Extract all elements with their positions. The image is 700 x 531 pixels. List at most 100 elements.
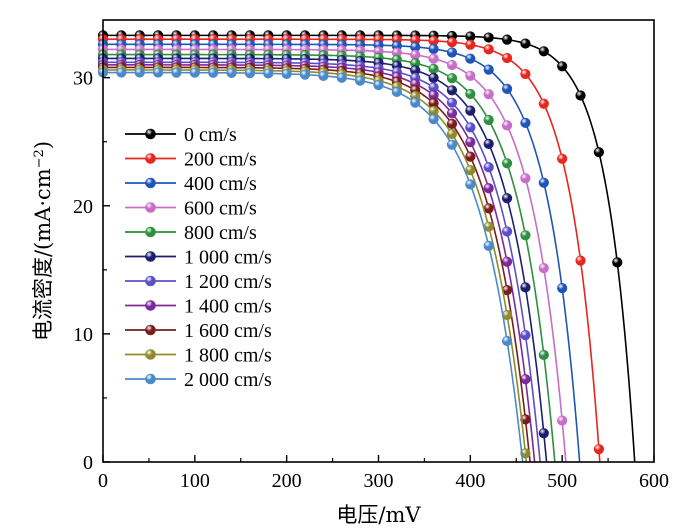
data-point-2-000-cm-s-1 <box>116 67 127 78</box>
data-point-1-000-cm-s-24 <box>538 428 549 439</box>
x-tick-label: 100 <box>180 470 210 492</box>
data-point-1-400-cm-s-22 <box>501 256 513 267</box>
data-point-400-cm-s-23 <box>520 117 531 128</box>
legend-label-1-000-cm-s: 1 000 cm/s <box>184 247 272 269</box>
data-point-1-600-cm-s-20 <box>465 151 476 162</box>
data-point-800-cm-s-21 <box>483 114 494 126</box>
data-point-2-000-cm-s-10 <box>281 68 292 80</box>
data-point-2-000-cm-s-19 <box>446 139 458 150</box>
legend-marker-0-cm-s <box>145 128 156 140</box>
data-point-2-000-cm-s-9 <box>263 68 274 79</box>
data-point-1-400-cm-s-23 <box>520 374 531 385</box>
data-point-1-200-cm-s-23 <box>520 329 531 341</box>
series-line-1-000-cm-s <box>103 57 548 463</box>
data-point-2-000-cm-s-12 <box>318 70 329 81</box>
data-point-400-cm-s-20 <box>465 53 476 64</box>
x-tick-label: 0 <box>98 470 108 492</box>
data-point-2-000-cm-s-16 <box>391 86 402 98</box>
legend-marker-1-200-cm-s <box>145 275 156 287</box>
data-point-200-cm-s-27 <box>593 444 605 455</box>
data-point-2-000-cm-s-2 <box>134 67 145 78</box>
data-point-400-cm-s-19 <box>446 47 458 58</box>
data-point-2-000-cm-s-4 <box>171 67 182 78</box>
data-point-1-000-cm-s-23 <box>520 282 531 293</box>
x-axis-title: 电压/mV <box>336 503 421 527</box>
data-point-2-000-cm-s-21 <box>483 240 494 251</box>
data-point-2-000-cm-s-3 <box>153 67 164 78</box>
x-tick-label: 200 <box>272 470 302 492</box>
data-point-2-000-cm-s-22 <box>501 335 513 347</box>
x-tick-label: 300 <box>364 470 394 492</box>
legend-label-2-000-cm-s: 2 000 cm/s <box>184 369 272 391</box>
data-point-0-cm-s-23 <box>520 38 531 49</box>
data-point-800-cm-s-20 <box>465 88 476 100</box>
series-line-1-200-cm-s <box>103 61 541 463</box>
legend-label-600-cm-s: 600 cm/s <box>184 198 257 220</box>
data-point-1-000-cm-s-21 <box>483 138 494 149</box>
data-point-400-cm-s-24 <box>538 177 549 188</box>
data-point-2-000-cm-s-17 <box>410 97 421 108</box>
data-point-200-cm-s-25 <box>557 153 568 164</box>
data-point-200-cm-s-24 <box>538 98 549 109</box>
data-point-2-000-cm-s-18 <box>428 114 439 125</box>
data-point-2-000-cm-s-8 <box>244 67 256 79</box>
data-point-1-200-cm-s-21 <box>483 162 494 173</box>
data-point-600-cm-s-22 <box>501 120 513 131</box>
data-point-400-cm-s-25 <box>557 283 568 294</box>
data-point-2-000-cm-s-13 <box>336 72 347 83</box>
data-point-200-cm-s-26 <box>575 255 586 266</box>
data-point-200-cm-s-22 <box>501 52 513 64</box>
data-point-200-cm-s-19 <box>446 37 458 48</box>
series-line-400-cm-s <box>103 43 581 463</box>
data-point-200-cm-s-21 <box>483 44 494 55</box>
legend-label-1-200-cm-s: 1 200 cm/s <box>184 271 272 293</box>
series-line-200-cm-s <box>103 38 601 463</box>
y-tick-label: 30 <box>73 68 93 90</box>
data-point-400-cm-s-22 <box>501 83 513 94</box>
data-point-0-cm-s-24 <box>538 46 549 57</box>
legend-label-1-400-cm-s: 1 400 cm/s <box>184 296 272 318</box>
data-point-800-cm-s-24 <box>538 349 549 361</box>
axes-layer: 0 100 200 300 400 500 600 0 10 20 30 <box>73 68 669 492</box>
data-point-600-cm-s-18 <box>428 53 439 64</box>
y-axis-title: 电流密度/(mA·cm−2) <box>31 141 55 341</box>
data-point-1-200-cm-s-22 <box>501 226 513 237</box>
series-line-2-000-cm-s <box>103 71 524 463</box>
legend-label-1-800-cm-s: 1 800 cm/s <box>184 345 272 367</box>
data-point-200-cm-s-20 <box>465 39 476 50</box>
data-point-600-cm-s-19 <box>446 59 458 71</box>
legend-label-0-cm-s: 0 cm/s <box>184 124 237 146</box>
legend-label-200-cm-s: 200 cm/s <box>184 149 257 171</box>
legend-marker-800-cm-s <box>145 226 156 238</box>
data-point-800-cm-s-18 <box>428 63 439 74</box>
data-point-1-400-cm-s-20 <box>465 137 476 148</box>
data-point-2-000-cm-s-20 <box>465 179 476 190</box>
data-point-1-800-cm-s-20 <box>465 165 476 176</box>
data-point-2-000-cm-s-11 <box>299 69 311 80</box>
data-point-1-600-cm-s-23 <box>520 414 531 425</box>
series-layer <box>97 30 636 463</box>
data-point-1-800-cm-s-19 <box>446 128 458 140</box>
legend-label-400-cm-s: 400 cm/s <box>184 173 257 195</box>
legend-label-800-cm-s: 800 cm/s <box>184 222 257 244</box>
legend-label-1-600-cm-s: 1 600 cm/s <box>184 320 272 342</box>
data-point-200-cm-s-23 <box>520 68 531 80</box>
data-point-600-cm-s-21 <box>483 89 494 100</box>
legend-marker-1-600-cm-s <box>145 324 156 336</box>
data-point-1-400-cm-s-21 <box>483 183 494 194</box>
data-point-0-cm-s-21 <box>483 32 494 43</box>
data-point-1-600-cm-s-19 <box>446 118 458 129</box>
x-tick-label: 600 <box>639 470 669 492</box>
data-point-1-000-cm-s-22 <box>501 193 513 204</box>
legend-marker-1-800-cm-s <box>145 349 156 360</box>
y-tick-label: 10 <box>73 324 93 346</box>
x-tick-label: 500 <box>547 470 577 492</box>
legend-marker-1-000-cm-s <box>145 251 156 262</box>
data-point-2-000-cm-s-7 <box>226 67 237 78</box>
data-point-600-cm-s-25 <box>557 415 568 426</box>
legend-marker-200-cm-s <box>145 153 156 164</box>
data-point-600-cm-s-20 <box>465 70 476 81</box>
data-point-0-cm-s-28 <box>612 257 623 268</box>
data-point-800-cm-s-23 <box>520 230 531 241</box>
